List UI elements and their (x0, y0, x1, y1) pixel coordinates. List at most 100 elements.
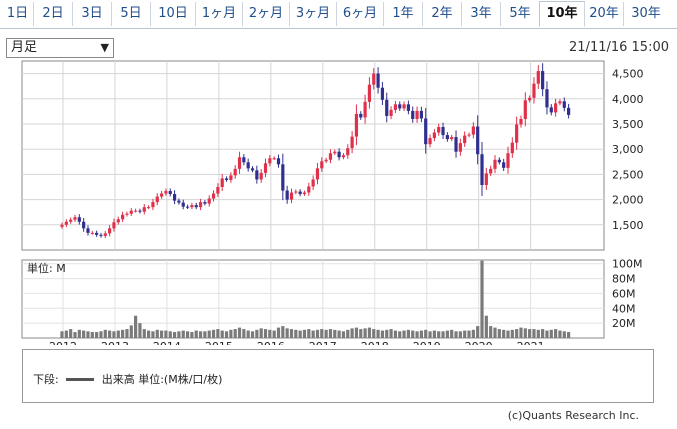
volume-bar (82, 330, 86, 338)
candle-body (116, 219, 120, 223)
candle-body (307, 186, 311, 193)
period-select[interactable]: 月足 ▼ (6, 38, 114, 58)
tab-4[interactable]: 10日 (150, 2, 195, 26)
candle-body (112, 222, 116, 229)
volume-bar (367, 327, 372, 338)
candle-body (155, 196, 159, 203)
legend-prefix: 下段: (33, 373, 59, 386)
volume-bar (259, 328, 263, 338)
volume-bar (64, 330, 68, 338)
tab-7[interactable]: 3ヶ月 (289, 2, 336, 26)
credit: (c)Quants Research Inc. (507, 409, 639, 422)
tab-15[interactable]: 30年 (623, 2, 668, 26)
volume-bar (549, 329, 553, 338)
candle-body (108, 228, 112, 234)
candle-body (562, 101, 566, 108)
candle-body (532, 83, 536, 98)
candle-body (471, 126, 475, 135)
x-tick-label: 2021 (517, 340, 545, 345)
volume-bar (528, 329, 532, 338)
volume-bar (558, 330, 562, 338)
candle-body (406, 104, 410, 111)
tab-2[interactable]: 3日 (72, 2, 111, 26)
x-tick-label: 2012 (49, 340, 77, 345)
volume-bar (419, 330, 423, 338)
candle-body (77, 217, 81, 222)
candle-body (224, 178, 229, 180)
volume-bar (315, 329, 320, 338)
volume-bar (493, 327, 497, 338)
price-tick-label: 3,500 (612, 118, 644, 131)
candle-body (480, 154, 484, 185)
candle-body (320, 161, 324, 169)
candle-body (311, 179, 315, 187)
tab-11[interactable]: 3年 (461, 2, 500, 26)
candle-body (121, 214, 125, 220)
candle-body (90, 232, 94, 234)
candle-body (246, 162, 250, 169)
tab-10[interactable]: 2年 (422, 2, 461, 26)
candle-body (424, 118, 428, 145)
timestamp: 21/11/16 15:00 (569, 40, 669, 55)
volume-bar (268, 329, 272, 338)
tab-6[interactable]: 2ヶ月 (242, 2, 289, 26)
candle-body (242, 157, 246, 163)
tab-14[interactable]: 20年 (584, 2, 623, 26)
candle-body (510, 142, 514, 154)
tab-5[interactable]: 1ヶ月 (195, 2, 242, 26)
volume-bar (515, 329, 519, 338)
volume-bar (385, 329, 389, 338)
candle-body (129, 210, 133, 214)
volume-bar (116, 330, 120, 338)
tab-13[interactable]: 10年 (539, 1, 585, 27)
volume-tick-label: 20M (612, 317, 636, 330)
tab-8[interactable]: 6ヶ月 (336, 2, 383, 26)
volume-bar (372, 329, 376, 338)
x-tick-label: 2014 (153, 340, 181, 345)
candle-body (99, 234, 103, 236)
price-tick-label: 4,500 (612, 68, 644, 81)
candle-body (281, 164, 285, 191)
volume-bar (207, 330, 211, 338)
candle-body (285, 190, 289, 200)
tab-1[interactable]: 2日 (33, 2, 72, 26)
volume-bar (229, 329, 233, 338)
x-tick-label: 2015 (205, 340, 233, 345)
candle-body (168, 191, 172, 195)
tab-3[interactable]: 5日 (111, 2, 150, 26)
volume-bar (250, 331, 255, 338)
price-tick-label: 4,000 (612, 93, 644, 106)
candle-body (181, 202, 185, 207)
volume-bar (545, 330, 549, 338)
volume-bar (363, 328, 367, 338)
candle-body (528, 97, 532, 101)
volume-bar (567, 332, 571, 338)
period-tabs: 1日 2日 3日 5日 10日 1ヶ月 2ヶ月 3ヶ月 6ヶ月 1年 2年 3年 5年 10年 20年 30年 (0, 0, 677, 29)
candle-body (86, 228, 90, 233)
candle-body (393, 104, 398, 110)
tab-12[interactable]: 5年 (500, 2, 539, 26)
candle-body (476, 126, 480, 155)
volume-bar (411, 330, 415, 338)
volume-bar (255, 329, 259, 338)
volume-bar (90, 332, 94, 338)
candle-body (363, 101, 367, 118)
volume-bar (294, 329, 298, 338)
tab-0[interactable]: 1日 (6, 6, 29, 21)
candle-body (298, 191, 302, 195)
volume-bar (121, 329, 125, 338)
candle-body (567, 107, 571, 115)
volume-bar (307, 329, 311, 338)
volume-bar (281, 326, 285, 338)
candle-body (372, 73, 376, 85)
volume-bar (159, 330, 164, 338)
candle-body (302, 192, 307, 195)
volume-bar (311, 330, 315, 338)
volume-bar (346, 329, 350, 338)
tab-9[interactable]: 1年 (383, 2, 422, 26)
volume-bar (285, 328, 289, 338)
candle-body (216, 187, 220, 194)
volume-bar (129, 325, 133, 338)
volume-bar (138, 323, 142, 338)
candle-body (337, 151, 341, 158)
